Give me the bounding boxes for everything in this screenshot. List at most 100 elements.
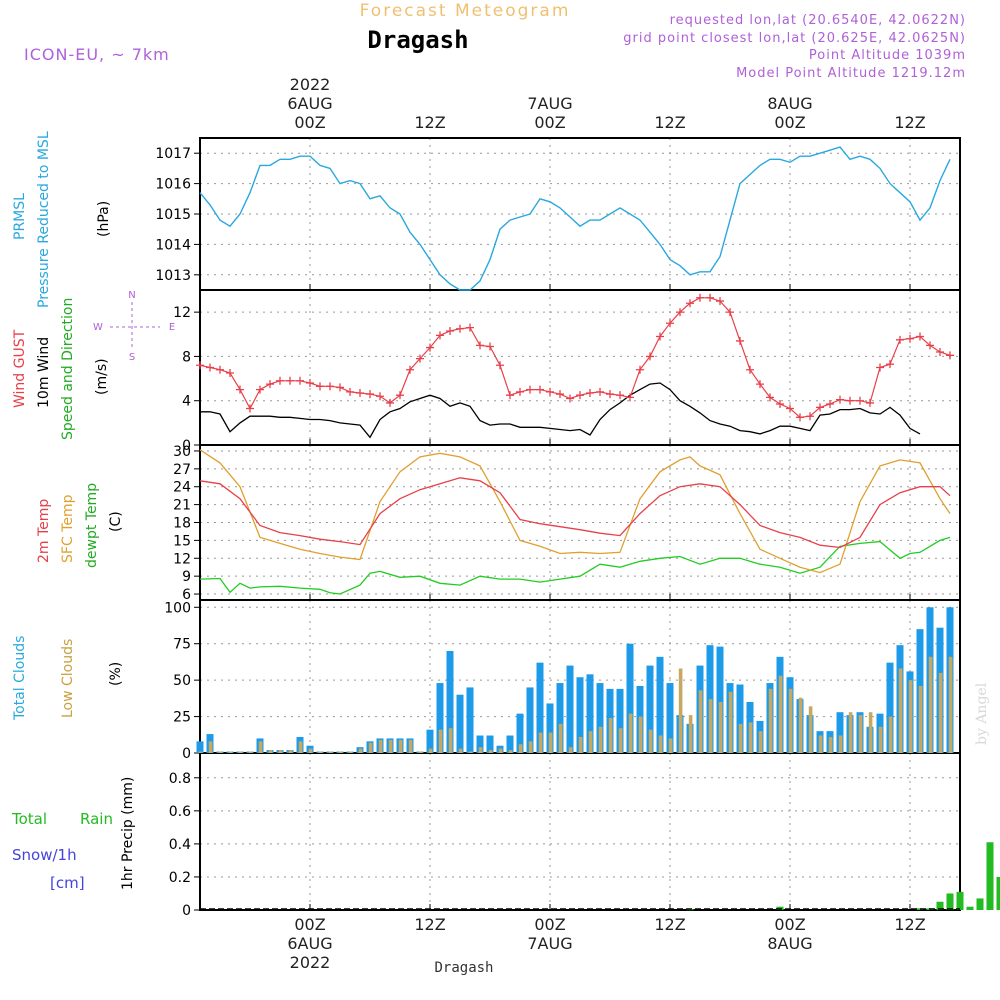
- low-cloud-bar: [638, 716, 643, 753]
- gust-marker: [396, 391, 404, 400]
- wind-speed-dir-label: Speed and Direction: [60, 298, 76, 440]
- gust-marker: [336, 383, 344, 392]
- requested-coords: requested lon,lat (20.6540E, 42.0622N): [670, 13, 966, 28]
- low-cloud-bar: [538, 732, 543, 753]
- low-cloud-bar: [848, 712, 853, 753]
- wind10m-line: [200, 382, 921, 439]
- pressure-ytick-label-3: 1016: [155, 177, 191, 193]
- low-cloud-bar: [788, 688, 793, 753]
- pressure-ytick-label-1: 1014: [155, 237, 191, 253]
- wind-ytick-label-2: 8: [182, 349, 191, 365]
- gust-marker: [926, 341, 934, 350]
- top-time-label-0-2: 00Z: [294, 113, 325, 132]
- gust-marker: [746, 365, 754, 374]
- gust-marker: [536, 385, 544, 394]
- gust-marker: [306, 379, 314, 387]
- gust-marker: [296, 376, 304, 385]
- gust-marker: [586, 388, 594, 397]
- low-cloud-bar: [658, 735, 663, 753]
- wind-ytick-label-1: 4: [182, 394, 191, 410]
- precip-unit-label: 1hr Precip (mm): [120, 777, 136, 890]
- low-cloud-bar: [908, 680, 913, 753]
- precip-bar: [986, 842, 994, 910]
- gust-marker: [816, 403, 824, 412]
- gust-marker: [766, 393, 774, 402]
- precip-ytick-label-1: 0.2: [169, 870, 191, 886]
- bottom-time-label-4-0: 00Z: [774, 915, 805, 934]
- gust-marker: [906, 334, 914, 343]
- low-cloud-bar: [868, 712, 873, 753]
- gust-marker: [516, 387, 524, 396]
- top-time-label-4-0: 8AUG: [767, 94, 812, 113]
- gust-marker: [526, 385, 534, 394]
- temp-ytick-label-6: 24: [173, 480, 191, 496]
- bottom-time-label-1-0: 12Z: [414, 915, 445, 934]
- low-cloud-bar: [438, 729, 443, 753]
- low-cloud-bar: [718, 702, 723, 753]
- gust-marker: [566, 394, 574, 403]
- low-cloud-bar: [488, 750, 493, 753]
- gust-marker: [206, 363, 214, 372]
- low-cloud-bar: [238, 751, 243, 753]
- top-time-label-4-1: 00Z: [774, 113, 805, 132]
- gust-marker: [896, 335, 904, 344]
- dewpt-label: dewpt Temp: [84, 483, 100, 568]
- total-cloud-bar: [526, 687, 534, 753]
- low-cloud-bar: [928, 656, 933, 753]
- gust-marker: [846, 396, 854, 405]
- precip-ytick-label-0: 0: [182, 903, 191, 919]
- gust-marker: [606, 390, 614, 399]
- low-cloud-bar: [218, 751, 223, 753]
- precip-bar: [946, 893, 954, 910]
- gust-marker: [276, 376, 284, 385]
- total-cloud-bar: [486, 735, 494, 753]
- compass-w: W: [93, 322, 103, 333]
- rain-label: Rain: [80, 810, 113, 828]
- temp-ytick-label-2: 12: [173, 551, 191, 567]
- low-cloud-bar: [268, 750, 273, 753]
- grid-point-coords: grid point closest lon,lat (20.625E, 42.…: [623, 31, 966, 46]
- tsfc-line: [199, 449, 951, 574]
- precip-panel: 0 0.2 0.4 0.6 0.8: [169, 752, 961, 919]
- top-time-label-0-0: 2022: [290, 75, 331, 94]
- low-cloud-bar: [728, 691, 733, 753]
- gust-marker: [786, 404, 794, 413]
- t2m-label: 2m Temp: [36, 499, 52, 563]
- compass-n: N: [128, 290, 135, 301]
- bottom-time-label-2-0: 00Z: [534, 915, 565, 934]
- low-cloud-bar: [528, 741, 533, 753]
- low-cloud-bar: [688, 715, 693, 753]
- gust-marker: [326, 382, 334, 391]
- gust-marker: [346, 387, 354, 396]
- precip-ytick-label-2: 0.4: [169, 837, 191, 853]
- low-cloud-bar: [778, 675, 783, 753]
- gust-marker: [226, 369, 234, 378]
- low-cloud-bar: [358, 748, 363, 753]
- total-cloud-bar: [596, 683, 604, 753]
- gust-marker: [626, 393, 634, 402]
- total-cloud-bar: [556, 683, 564, 753]
- gust-marker: [216, 365, 224, 374]
- low-cloud-bar: [388, 739, 393, 753]
- bottom-time-label-0-2: 2022: [290, 953, 331, 972]
- model-altitude: Model Point Altitude 1219.12m: [736, 66, 966, 81]
- pressure-msl-label: Pressure Reduced to MSL: [36, 131, 52, 308]
- gust-marker: [866, 398, 874, 407]
- bottom-time-label-3-0: 12Z: [654, 915, 685, 934]
- low-cloud-bar: [878, 726, 883, 753]
- super-title: Forecast Meteogram: [360, 1, 571, 21]
- gust-marker: [706, 293, 714, 302]
- low-cloud-bar: [588, 731, 593, 753]
- low-cloud-bar: [198, 751, 203, 753]
- temp-ytick-label-7: 27: [173, 462, 191, 478]
- low-cloud-bar: [278, 750, 283, 753]
- gust-marker: [676, 308, 684, 317]
- low-cloud-bar: [398, 739, 403, 753]
- precip-bar: [976, 898, 984, 910]
- gust-marker: [426, 343, 434, 352]
- bottom-time-label-2-1: 7AUG: [527, 934, 572, 953]
- low-cloud-bar: [668, 738, 673, 753]
